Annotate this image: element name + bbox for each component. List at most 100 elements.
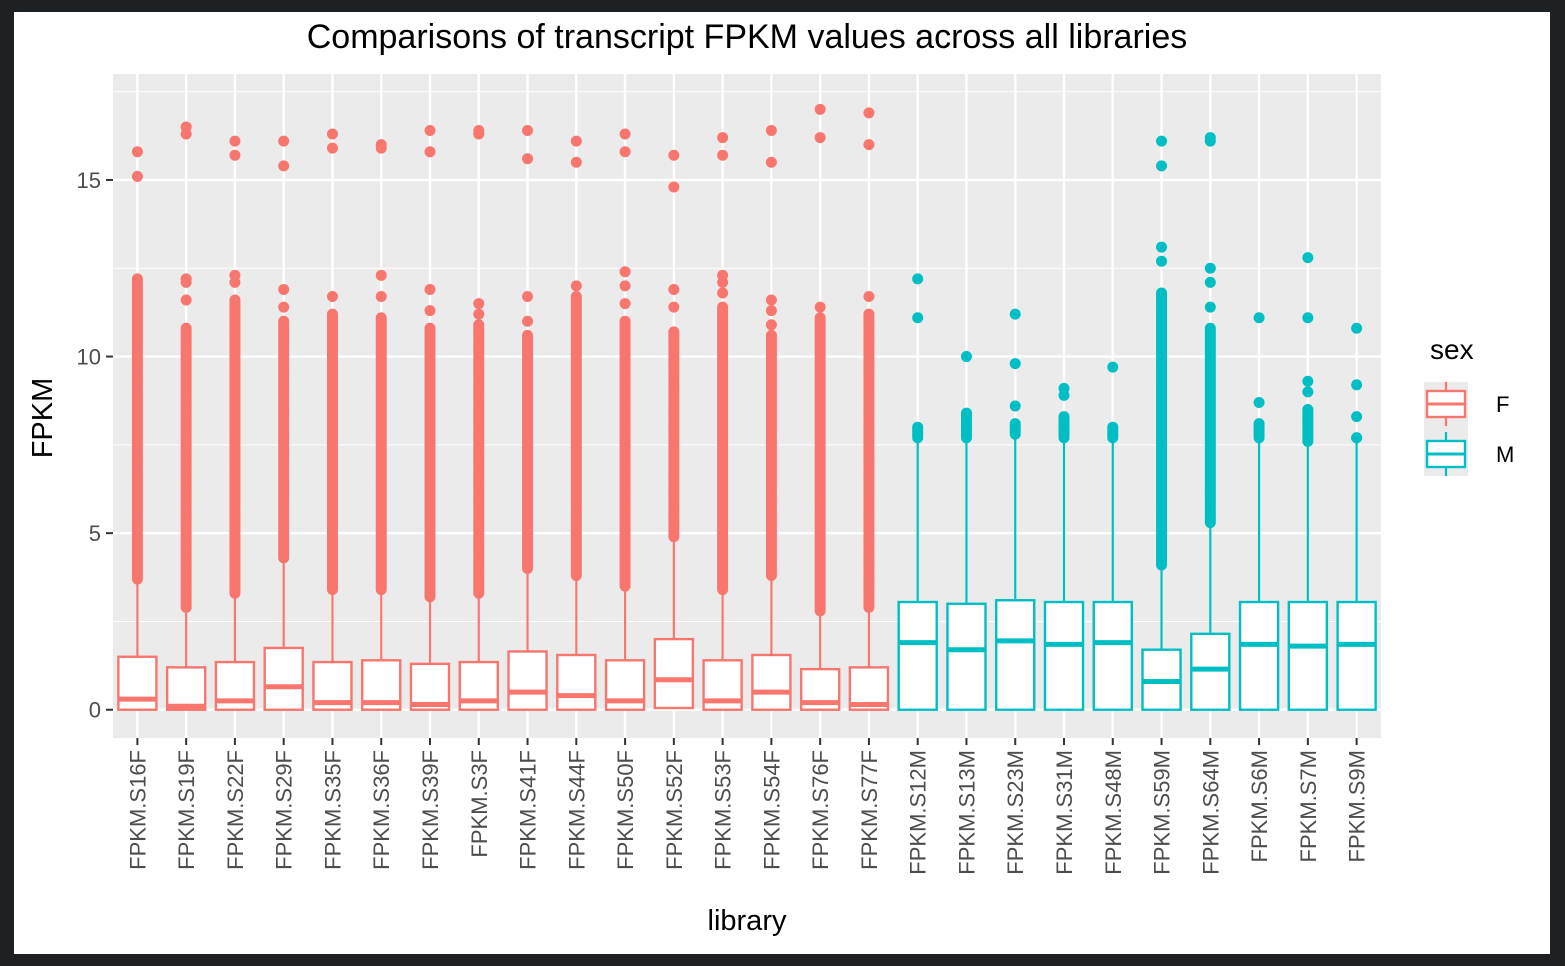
outlier-point: [278, 135, 290, 147]
outlier-point: [522, 329, 534, 341]
outlier-point: [131, 146, 143, 158]
box-FPKM.S44F: [556, 135, 597, 711]
outlier-point: [424, 146, 436, 158]
box-iqr: [946, 602, 987, 711]
outlier-point: [1351, 432, 1363, 444]
x-tick-label: FPKM.S39F: [418, 750, 443, 870]
legend-title: sex: [1430, 334, 1474, 365]
outlier-point: [1204, 276, 1216, 288]
outlier-point: [375, 291, 387, 303]
x-tick-label: FPKM.S48M: [1101, 750, 1126, 875]
outlier-point: [424, 305, 436, 317]
x-tick-label: FPKM.S12M: [906, 750, 931, 875]
outlier-point: [229, 149, 241, 161]
outlier-point: [522, 291, 534, 303]
box-FPKM.S52F: [653, 149, 695, 710]
box-iqr: [117, 655, 158, 711]
outlier-point: [229, 269, 241, 281]
outlier-point: [717, 301, 729, 313]
x-tick-label: FPKM.S13M: [954, 750, 979, 875]
box-FPKM.S31M: [1043, 382, 1085, 711]
box-iqr: [165, 666, 207, 711]
outlier-point: [1204, 301, 1216, 313]
outlier-point: [1204, 262, 1216, 274]
outlier-point: [522, 153, 534, 165]
outlier-point: [717, 269, 729, 281]
outlier-point: [1107, 421, 1119, 433]
outlier-point: [765, 329, 777, 341]
box-FPKM.S77F: [848, 107, 890, 711]
x-tick-label: FPKM.S29F: [272, 750, 297, 870]
outlier-point: [278, 315, 290, 327]
x-tick-label: FPKM.S59M: [1150, 750, 1175, 875]
outlier-point: [668, 326, 680, 338]
outlier-point: [814, 103, 826, 115]
box-FPKM.S35F: [312, 128, 353, 711]
y-tick-label: 0: [89, 698, 101, 723]
outlier-point: [1204, 132, 1216, 144]
boxplot-chart: Comparisons of transcript FPKM values ac…: [27, 18, 1514, 937]
outlier-point: [570, 280, 582, 292]
outlier-point: [1156, 160, 1168, 172]
outlier-point: [1351, 322, 1363, 334]
box-FPKM.S48M: [1092, 361, 1133, 711]
x-tick-label: FPKM.S6M: [1247, 750, 1272, 862]
outlier-point: [668, 149, 680, 161]
box-layer: [117, 103, 1377, 711]
x-tick-label: FPKM.S22F: [223, 750, 248, 870]
box-iqr: [1092, 600, 1133, 711]
y-tick-label: 15: [77, 168, 101, 193]
box-iqr: [995, 599, 1036, 711]
outlier-point: [717, 287, 729, 299]
outlier-point: [619, 266, 631, 278]
outlier-point: [1302, 375, 1314, 387]
box-iqr: [556, 653, 597, 711]
box-iqr: [897, 600, 938, 711]
x-tick-label: FPKM.S52F: [662, 750, 687, 870]
outlier-point: [375, 269, 387, 281]
outlier-point: [619, 146, 631, 158]
outlier-point: [229, 294, 241, 306]
outlier-point: [278, 283, 290, 295]
outlier-point: [1058, 382, 1070, 394]
x-axis-title: library: [708, 905, 787, 937]
outlier-point: [765, 125, 777, 137]
box-iqr: [653, 637, 695, 710]
outlier-point: [326, 142, 338, 154]
x-tick-label: FPKM.S35F: [320, 750, 345, 870]
x-tick-label: FPKM.S36F: [369, 750, 394, 870]
outlier-point: [717, 149, 729, 161]
box-FPKM.S9M: [1336, 322, 1377, 711]
box-iqr: [1043, 600, 1085, 711]
y-axis-title: FPKM: [27, 378, 59, 459]
outlier-point: [912, 421, 924, 433]
outlier-point: [1302, 252, 1314, 264]
outlier-point: [1107, 361, 1119, 373]
outlier-point: [1156, 287, 1168, 299]
outlier-point: [1156, 255, 1168, 267]
x-tick-label: FPKM.S53F: [711, 750, 736, 870]
y-axis: 0 5 10 15: [77, 168, 113, 723]
outlier-point: [473, 125, 485, 137]
outlier-point: [619, 298, 631, 310]
outlier-point: [522, 125, 534, 137]
outlier-point: [1009, 308, 1021, 320]
box-FPKM.S76F: [799, 103, 841, 711]
box-iqr: [507, 650, 548, 711]
outlier-point: [814, 312, 826, 324]
outlier-point: [570, 291, 582, 303]
box-FPKM.S3F: [458, 125, 499, 711]
chart-frame: Comparisons of transcript FPKM values ac…: [14, 12, 1550, 954]
box-FPKM.S13M: [946, 351, 987, 711]
outlier-point: [424, 125, 436, 137]
outlier-point: [863, 308, 875, 320]
outlier-point: [522, 315, 534, 327]
box-FPKM.S16F: [117, 146, 158, 711]
box-FPKM.S6M: [1238, 312, 1280, 711]
legend: sex FM: [1424, 334, 1514, 476]
box-iqr: [751, 653, 792, 711]
outlier-point: [668, 301, 680, 313]
box-FPKM.S59M: [1141, 135, 1182, 711]
y-tick-label: 10: [77, 345, 101, 370]
x-tick-label: FPKM.S44F: [564, 750, 589, 870]
